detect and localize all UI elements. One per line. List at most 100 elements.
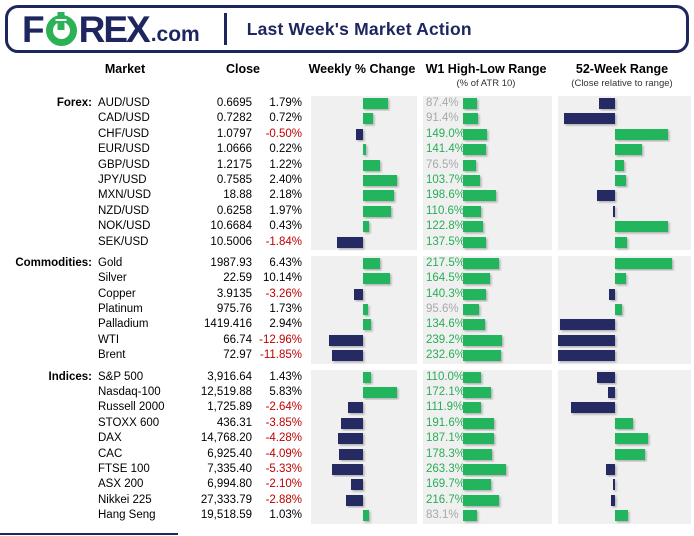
weekly-change-bar — [363, 221, 370, 233]
section-label — [0, 287, 96, 302]
range52-bar-cell — [558, 96, 691, 112]
weekly-pct-value: 0.43% — [269, 220, 302, 233]
forex-com-logo: F REX .com — [22, 11, 200, 48]
close-value: 1,725.89 — [207, 401, 252, 414]
range52-bar-cell — [558, 477, 691, 493]
close-value: 975.76 — [216, 303, 252, 316]
weekly-pct-value: 0.72% — [269, 112, 302, 125]
column-gap — [302, 188, 311, 203]
weekly-change-bar-cell — [311, 271, 417, 287]
header-divider — [223, 13, 227, 45]
w1-range-bar — [463, 350, 502, 362]
w1-range-value: 169.7% — [426, 478, 466, 491]
w1-range-value: 83.1% — [426, 509, 459, 522]
weekly-pct-value: 2.18% — [269, 189, 302, 202]
logo-o-icon — [45, 11, 77, 46]
w1-range-bar — [463, 304, 479, 316]
footer-accent-line — [0, 533, 178, 535]
weekly-change-bar — [329, 334, 363, 346]
range52-bar-cell — [558, 400, 691, 416]
range52-bar — [615, 236, 627, 248]
market-name: MXN/USD — [98, 189, 152, 202]
w1-range-bar — [463, 334, 503, 346]
range52-bar — [615, 417, 634, 429]
weekly-change-bar — [363, 257, 380, 269]
market-name: GBP/USD — [98, 158, 150, 171]
weekly-pct-value: -4.28% — [265, 432, 302, 445]
header: F REX .com Last Week's Market Action — [5, 5, 689, 53]
table-row: NZD/USD 0.6258 1.97% 110.6% — [0, 203, 694, 220]
close-value: 1987.93 — [210, 256, 252, 269]
market-name: Nasdaq-100 — [98, 386, 161, 399]
weekly-change-bar-cell — [311, 96, 417, 112]
w1-range-cell: 172.1% — [423, 385, 552, 401]
weekly-change-bar — [363, 205, 391, 217]
range52-bar — [615, 273, 626, 285]
w1-range-value: 217.5% — [426, 256, 466, 269]
w1-range-bar — [463, 174, 480, 186]
section-label — [0, 158, 96, 173]
column-gap — [302, 508, 311, 523]
column-gap — [302, 370, 311, 385]
range52-bar-cell — [558, 172, 691, 189]
w1-range-bar — [463, 371, 481, 383]
w1-range-bar — [463, 510, 477, 522]
range52-bar — [613, 205, 615, 217]
column-gap — [302, 173, 311, 188]
weekly-change-bar — [339, 448, 363, 460]
close-value: 27,333.79 — [200, 493, 252, 506]
w1-range-cell: 134.6% — [423, 317, 552, 333]
range52-bar — [608, 288, 615, 300]
w1-range-value: 216.7% — [426, 493, 466, 506]
weekly-pct-value: 1.43% — [269, 370, 302, 383]
weekly-change-bar — [363, 319, 371, 331]
w1-range-cell: 187.1% — [423, 431, 552, 447]
weekly-change-bar-cell — [311, 302, 417, 318]
weekly-change-bar-cell — [311, 431, 417, 447]
section-label — [0, 127, 96, 142]
section-label — [0, 508, 96, 523]
column-gap — [302, 493, 311, 508]
page-title: Last Week's Market Action — [246, 18, 472, 39]
range52-bar — [599, 98, 615, 109]
market-name: AUD/USD — [98, 97, 150, 109]
w1-range-cell: 76.5% — [423, 157, 552, 173]
market-name: EUR/USD — [98, 143, 150, 156]
table-row: Silver 22.59 10.14% 164.5% — [0, 271, 694, 287]
column-gap — [302, 235, 311, 250]
table-row: Hang Seng 19,518.59 1.03% 83.1% — [0, 508, 694, 524]
close-value: 10.5006 — [210, 235, 252, 248]
w1-range-value: 198.6% — [426, 189, 466, 202]
column-gap — [302, 256, 311, 271]
w1-range-bar — [463, 128, 488, 140]
close-value: 436.31 — [216, 416, 252, 429]
table-row: SEK/USD 10.5006 -1.84% 137.5% — [0, 234, 694, 250]
weekly-change-bar-cell — [311, 446, 417, 462]
weekly-change-bar-cell — [311, 508, 417, 524]
weekly-pct-value: 10.14% — [262, 272, 302, 285]
w1-range-cell: 110.6% — [423, 203, 552, 220]
market-name: Russell 2000 — [98, 401, 165, 414]
column-header-weekly-change: Weekly % Change — [308, 62, 416, 76]
weekly-change-bar-cell — [311, 234, 417, 250]
range52-bar-cell — [558, 332, 691, 349]
weekly-change-bar — [363, 113, 374, 125]
close-value: 3,916.64 — [207, 370, 252, 383]
table-row: JPY/USD 0.7585 2.40% 103.7% — [0, 172, 694, 189]
w1-range-cell: 140.3% — [423, 286, 552, 303]
range52-bar-cell — [558, 142, 691, 158]
table-row: Nikkei 225 27,333.79 -2.88% 216.7% — [0, 492, 694, 509]
market-name: DAX — [98, 432, 122, 445]
market-name: Hang Seng — [98, 509, 156, 522]
market-name: Copper — [98, 287, 136, 300]
weekly-change-bar-cell — [311, 369, 417, 386]
w1-range-value: 103.7% — [426, 173, 466, 186]
section-label — [0, 447, 96, 462]
table-row: Russell 2000 1,725.89 -2.64% 111.9% — [0, 400, 694, 416]
market-name: ASX 200 — [98, 478, 144, 491]
range52-bar — [564, 113, 615, 125]
section-label — [0, 416, 96, 431]
w1-range-cell: 95.6% — [423, 302, 552, 318]
market-name: NOK/USD — [98, 220, 151, 233]
logo-dot-com: .com — [150, 22, 200, 46]
